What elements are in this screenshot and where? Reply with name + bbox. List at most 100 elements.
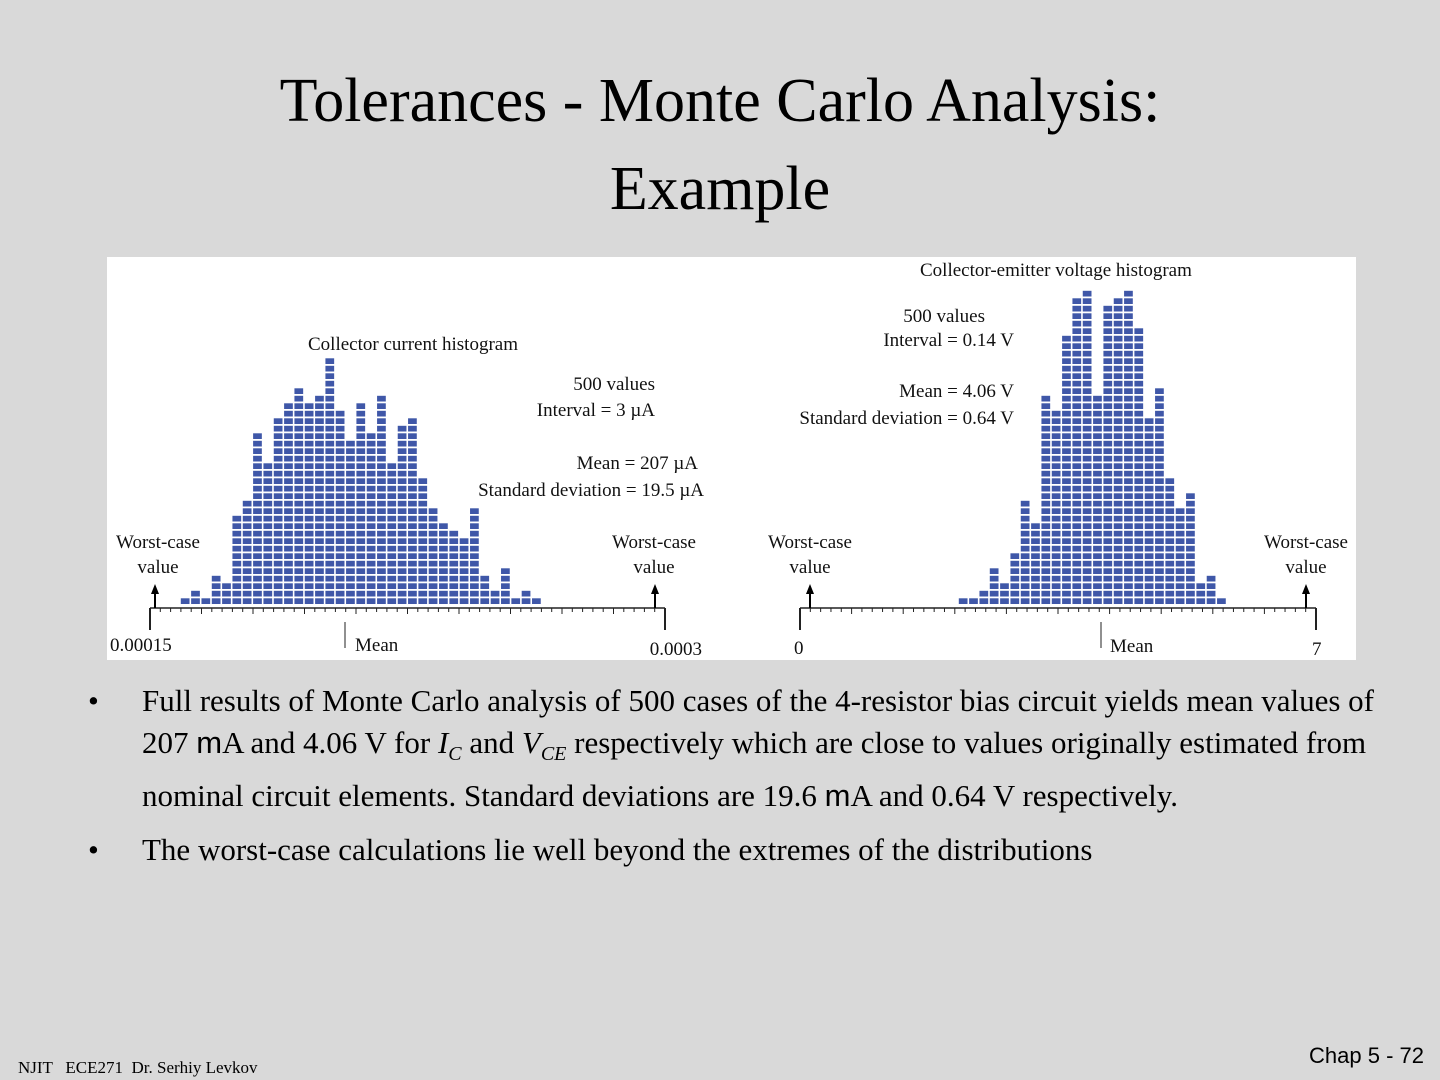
- histogram-block: [1155, 470, 1164, 477]
- histogram-block: [273, 583, 283, 589]
- histogram-block: [1031, 523, 1040, 529]
- slide-title: Tolerances - Monte Carlo Analysis: Examp…: [0, 57, 1440, 233]
- histogram-block: [1155, 410, 1164, 417]
- histogram-block: [377, 455, 386, 462]
- histogram-block: [325, 373, 335, 379]
- histogram-bar: [1186, 493, 1195, 604]
- collector-current-histogram: Collector current histogram 500 values I…: [110, 334, 704, 660]
- histogram-block: [315, 403, 324, 409]
- histogram-block: [335, 500, 345, 507]
- histogram-block: [377, 463, 386, 469]
- histogram-block: [304, 448, 314, 454]
- text: and: [461, 725, 522, 760]
- histogram-block: [273, 508, 283, 514]
- histogram-block: [1124, 530, 1133, 537]
- histogram-block: [1082, 433, 1092, 439]
- histogram-block: [253, 463, 262, 469]
- histogram-block: [1144, 440, 1154, 447]
- histogram-block: [325, 530, 335, 537]
- histogram-block: [1124, 320, 1133, 327]
- histogram-block: [1082, 343, 1092, 349]
- histogram-block: [1103, 493, 1113, 499]
- histogram-block: [1134, 328, 1144, 334]
- histogram-block: [1082, 538, 1092, 544]
- histogram-block: [1113, 440, 1123, 447]
- histogram-bar: [1072, 298, 1082, 604]
- slide-number: Chap 5 - 72: [1309, 1043, 1424, 1068]
- histogram-block: [439, 560, 448, 567]
- histogram-block: [304, 515, 314, 522]
- histogram-block: [356, 590, 366, 597]
- histogram-block: [294, 463, 304, 469]
- histogram-block: [1062, 350, 1071, 357]
- histogram-block: [439, 538, 448, 544]
- histogram-block: [408, 530, 417, 537]
- histogram-block: [325, 418, 335, 424]
- histogram-block: [1134, 358, 1144, 364]
- histogram-block: [1082, 298, 1092, 304]
- histogram-block: [335, 598, 345, 604]
- histogram-block: [315, 523, 324, 529]
- histogram-block: [1082, 583, 1092, 589]
- histogram-block: [1041, 478, 1051, 484]
- histogram-block: [346, 560, 355, 567]
- histogram-block: [1041, 463, 1051, 469]
- histogram-block: [1072, 425, 1082, 432]
- histogram-block: [232, 538, 242, 544]
- histogram-block: [1103, 515, 1113, 522]
- histogram-block: [387, 538, 397, 544]
- histogram-block: [418, 598, 428, 604]
- histogram-block: [1113, 395, 1123, 402]
- histogram-block: [273, 425, 283, 432]
- histogram-block: [366, 455, 376, 462]
- histogram-block: [1103, 365, 1113, 372]
- histogram-block: [1093, 440, 1102, 447]
- histogram-block: [232, 590, 242, 597]
- histogram-block: [387, 530, 397, 537]
- histogram-block: [1124, 343, 1133, 349]
- histogram-block: [232, 598, 242, 604]
- histogram-bar: [459, 538, 469, 604]
- histogram-block: [294, 523, 304, 529]
- histogram-block: [1186, 523, 1195, 529]
- histogram-block: [1041, 418, 1051, 424]
- histogram-block: [1103, 313, 1113, 319]
- annotation: 500 values: [903, 306, 985, 327]
- histogram-bar: [521, 590, 531, 604]
- histogram-block: [1134, 530, 1144, 537]
- mu-symbol: m: [824, 778, 851, 814]
- histogram-bar: [1000, 583, 1009, 604]
- histogram-block: [315, 500, 324, 507]
- histogram-block: [470, 575, 479, 582]
- histogram-block: [1093, 568, 1102, 574]
- histogram-bar: [315, 395, 324, 604]
- histogram-block: [1093, 395, 1102, 402]
- worst-case-label: value: [1285, 557, 1326, 578]
- histogram-block: [1093, 448, 1102, 454]
- histogram-block: [1134, 395, 1144, 402]
- histogram-block: [428, 508, 438, 514]
- histogram-block: [222, 590, 231, 597]
- histogram-block: [1072, 403, 1082, 409]
- histogram-block: [1062, 410, 1071, 417]
- histogram-block: [1186, 590, 1195, 597]
- histogram-block: [1072, 485, 1082, 492]
- histogram-block: [397, 515, 407, 522]
- histogram-block: [1062, 598, 1071, 604]
- histogram-block: [397, 575, 407, 582]
- histogram-block: [366, 523, 376, 529]
- histogram-block: [1041, 470, 1051, 477]
- histogram-block: [1041, 448, 1051, 454]
- histogram-block: [263, 568, 273, 574]
- histogram-block: [1144, 523, 1154, 529]
- histogram-block: [397, 583, 407, 589]
- histogram-block: [1000, 598, 1009, 604]
- histogram-block: [377, 508, 386, 514]
- histogram-block: [242, 515, 252, 522]
- histogram-block: [1134, 583, 1144, 589]
- histogram-block: [1093, 530, 1102, 537]
- histogram-block: [1051, 530, 1061, 537]
- histogram-block: [315, 455, 324, 462]
- histogram-block: [253, 545, 262, 552]
- histogram-block: [356, 508, 366, 514]
